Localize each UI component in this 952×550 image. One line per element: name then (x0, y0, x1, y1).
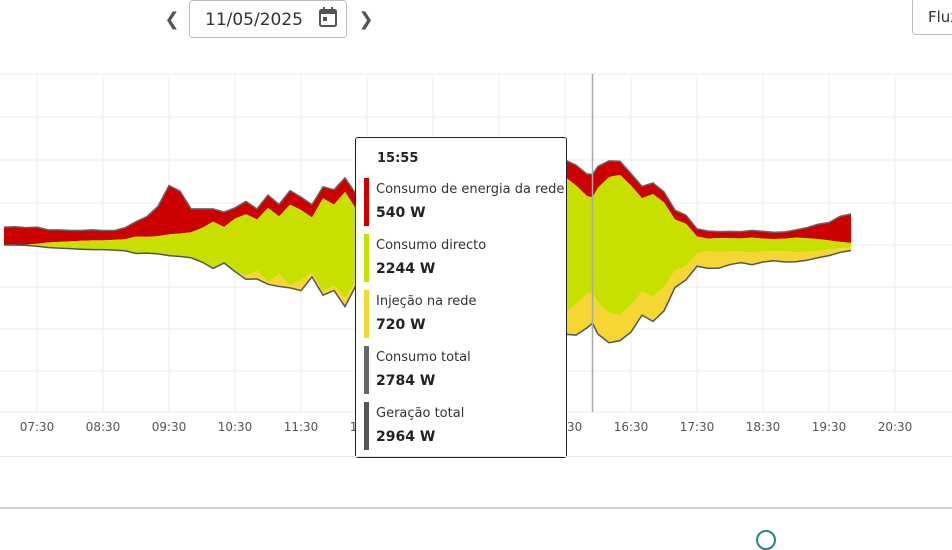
x-tick-label: 09:30 (152, 420, 187, 434)
tooltip-item-grid-consumption: Consumo de energia da rede 540 W (364, 178, 564, 226)
tooltip-label: Consumo directo (376, 238, 487, 253)
series-area-grid-consumption (4, 158, 851, 245)
calendar-icon[interactable] (318, 6, 338, 28)
tooltip-label: Geração total (376, 406, 465, 421)
x-tick-label: 16:30 (614, 420, 649, 434)
legend-swatch (364, 402, 369, 450)
x-tick-label: 20:30 (878, 420, 913, 434)
tooltip-label: Consumo de energia da rede (376, 182, 565, 197)
date-picker[interactable]: 11/05/2025 (189, 0, 347, 38)
x-tick-label: 07:30 (20, 420, 55, 434)
spinner-icon (756, 530, 776, 550)
chart-bottom-divider (0, 456, 952, 457)
tooltip-time: 15:55 (377, 151, 419, 166)
tooltip-item-total-consumption: Consumo total 2784 W (364, 346, 560, 394)
x-tick-label: 08:30 (86, 420, 121, 434)
tooltip-value: 2784 W (376, 373, 436, 389)
tooltip-value: 2964 W (376, 429, 436, 445)
tooltip-item-total-generation: Geração total 2964 W (364, 402, 560, 450)
x-tick-label: 17:30 (680, 420, 715, 434)
section-divider (0, 507, 952, 509)
next-day-button[interactable]: ❯ (356, 8, 376, 32)
tooltip-value: 720 W (376, 317, 426, 333)
legend-swatch (364, 178, 369, 226)
x-tick-label: 11:30 (284, 420, 319, 434)
tooltip-label: Injeção na rede (376, 294, 477, 309)
x-tick-label: 18:30 (746, 420, 781, 434)
legend-swatch (364, 290, 369, 338)
legend-swatch (364, 234, 369, 282)
date-input[interactable]: 11/05/2025 (205, 10, 303, 30)
tooltip-item-grid-injection: Injeção na rede 720 W (364, 290, 560, 338)
legend-swatch (364, 346, 369, 394)
x-tick-label: 19:30 (812, 420, 847, 434)
chart-tooltip: 15:55 Consumo de energia da rede 540 W C… (355, 137, 567, 458)
tooltip-value: 540 W (376, 205, 426, 221)
x-tick-label: 10:30 (218, 420, 253, 434)
tooltip-label: Consumo total (376, 350, 471, 365)
flux-button-label: Flux (928, 8, 952, 26)
tooltip-value: 2244 W (376, 261, 436, 277)
previous-day-button[interactable]: ❮ (162, 8, 182, 32)
chevron-right-icon: ❯ (358, 9, 374, 30)
flux-button[interactable]: Flux (912, 0, 952, 35)
tooltip-item-direct-consumption: Consumo directo 2244 W (364, 234, 560, 282)
chevron-left-icon: ❮ (164, 9, 180, 30)
